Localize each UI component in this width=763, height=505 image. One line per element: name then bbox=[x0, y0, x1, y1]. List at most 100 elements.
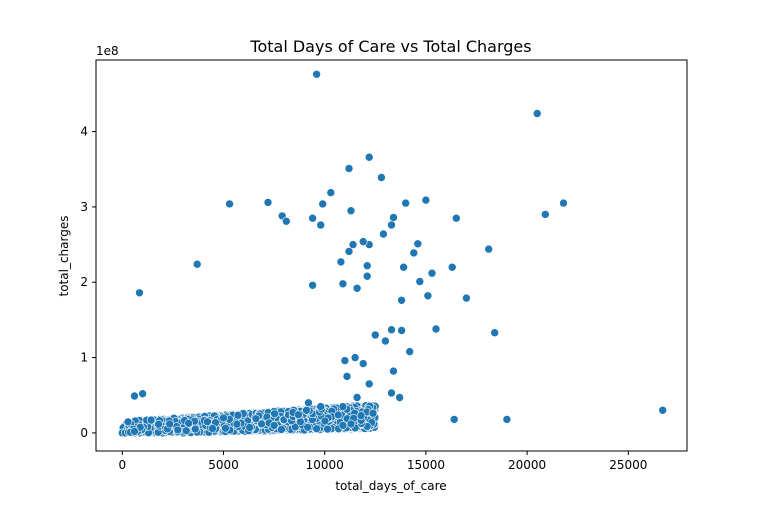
data-point bbox=[173, 425, 183, 435]
data-point bbox=[532, 109, 542, 118]
data-point bbox=[251, 414, 261, 424]
data-point bbox=[449, 415, 459, 424]
data-point bbox=[312, 70, 321, 79]
y-tick-label: 1 bbox=[80, 351, 88, 365]
data-point bbox=[342, 372, 352, 381]
data-point bbox=[344, 247, 354, 256]
data-point bbox=[502, 415, 512, 424]
data-point bbox=[316, 402, 326, 411]
data-point bbox=[333, 410, 343, 420]
scatter-points bbox=[118, 70, 668, 438]
data-point bbox=[346, 419, 356, 429]
y-tick-label: 2 bbox=[80, 275, 88, 289]
x-tick-label: 0 bbox=[118, 458, 126, 472]
data-point bbox=[130, 391, 139, 401]
data-point bbox=[389, 366, 398, 376]
data-point bbox=[135, 288, 144, 298]
data-point bbox=[358, 359, 368, 368]
data-point bbox=[559, 198, 568, 208]
data-point bbox=[316, 220, 326, 230]
data-point bbox=[318, 199, 328, 209]
data-point bbox=[431, 324, 441, 334]
data-point bbox=[356, 411, 366, 420]
data-point bbox=[413, 239, 423, 249]
data-point bbox=[405, 347, 415, 356]
data-point bbox=[281, 216, 291, 226]
data-point bbox=[203, 417, 212, 427]
data-point bbox=[377, 173, 386, 182]
data-point bbox=[352, 283, 362, 293]
data-point bbox=[401, 198, 411, 208]
y-tick-label: 0 bbox=[80, 426, 88, 440]
data-point bbox=[346, 206, 356, 215]
data-point bbox=[123, 417, 133, 427]
y-axis-ticks: 0 1 2 3 4 bbox=[80, 125, 96, 440]
data-point bbox=[326, 188, 336, 197]
data-point bbox=[192, 259, 202, 269]
data-point bbox=[415, 277, 425, 286]
data-point bbox=[263, 198, 273, 207]
data-point bbox=[146, 415, 156, 425]
y-tick-label: 3 bbox=[80, 200, 88, 214]
data-point bbox=[451, 213, 461, 223]
data-point bbox=[423, 291, 433, 301]
data-point bbox=[364, 152, 374, 162]
data-point bbox=[191, 424, 200, 434]
data-point bbox=[181, 426, 191, 436]
data-point bbox=[389, 213, 398, 222]
y-offset-label: 1e8 bbox=[96, 44, 119, 58]
data-point bbox=[138, 389, 147, 399]
data-point bbox=[294, 410, 303, 420]
data-point bbox=[484, 244, 494, 254]
data-point bbox=[323, 424, 332, 434]
data-point bbox=[219, 413, 228, 423]
data-point bbox=[368, 408, 378, 418]
data-point bbox=[245, 423, 254, 432]
y-axis-label: total_charges bbox=[57, 216, 71, 297]
data-point bbox=[409, 248, 419, 258]
data-point bbox=[308, 213, 317, 223]
x-tick-label: 10000 bbox=[306, 458, 344, 472]
data-point bbox=[340, 356, 350, 365]
data-point bbox=[540, 210, 550, 219]
data-point bbox=[320, 416, 330, 426]
data-point bbox=[350, 353, 360, 362]
data-point bbox=[362, 271, 372, 281]
data-point bbox=[277, 425, 286, 434]
data-point bbox=[304, 398, 313, 408]
data-point bbox=[490, 328, 500, 338]
data-point bbox=[387, 220, 396, 230]
x-tick-label: 15000 bbox=[407, 458, 445, 472]
data-point bbox=[233, 410, 243, 420]
data-point bbox=[208, 424, 217, 433]
data-point bbox=[427, 268, 437, 278]
data-point bbox=[130, 427, 139, 436]
x-axis-label: total_days_of_care bbox=[335, 479, 446, 493]
data-point bbox=[312, 424, 322, 434]
plot-frame bbox=[95, 59, 688, 452]
data-point bbox=[308, 280, 317, 290]
data-point bbox=[270, 409, 279, 419]
data-point bbox=[358, 237, 368, 246]
data-point bbox=[658, 405, 668, 415]
data-point bbox=[344, 164, 354, 173]
data-point bbox=[184, 418, 193, 428]
data-point bbox=[399, 262, 408, 272]
data-point bbox=[462, 293, 471, 303]
data-point bbox=[352, 393, 362, 402]
data-point bbox=[387, 388, 396, 398]
data-point bbox=[303, 422, 313, 432]
data-point bbox=[338, 279, 348, 289]
chart-title: Total Days of Care vs Total Charges bbox=[249, 37, 531, 56]
data-point bbox=[336, 257, 346, 267]
data-point bbox=[154, 419, 163, 429]
data-point bbox=[232, 419, 242, 429]
data-point bbox=[379, 229, 388, 239]
data-point bbox=[362, 261, 372, 271]
data-point bbox=[221, 423, 230, 433]
y-tick-label: 4 bbox=[80, 125, 88, 139]
data-point bbox=[338, 421, 348, 430]
data-point bbox=[269, 421, 279, 430]
data-point bbox=[302, 405, 311, 415]
